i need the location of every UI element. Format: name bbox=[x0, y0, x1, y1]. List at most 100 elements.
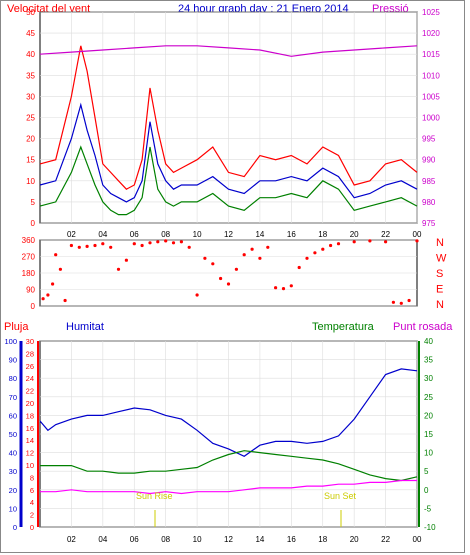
wind-direction-point bbox=[116, 267, 121, 271]
humidity-line bbox=[39, 368, 418, 457]
rain-tick-label: 6 bbox=[30, 486, 34, 495]
pressure-tick-label: 1025 bbox=[422, 8, 440, 17]
rain-tick-label: 12 bbox=[26, 449, 34, 458]
wind-direction-point bbox=[305, 256, 309, 260]
wind-direction-point bbox=[226, 282, 231, 286]
rain-tick-label: 4 bbox=[30, 498, 34, 507]
wind-direction-point bbox=[164, 239, 168, 243]
wind-direction-point bbox=[329, 243, 333, 248]
humidity-x-tick-label: 00 bbox=[413, 535, 422, 544]
wind-direction-point bbox=[69, 243, 73, 248]
rain-tick-label: 0 bbox=[30, 523, 34, 532]
wind-direction-point bbox=[54, 253, 58, 257]
wind-speed-tick-label: 40 bbox=[26, 50, 35, 59]
wind-direction-point bbox=[250, 247, 254, 251]
wind-x-tick-label: 14 bbox=[255, 230, 264, 239]
sunrise-label: Sun Rise bbox=[136, 491, 173, 501]
wind-direction-point bbox=[171, 241, 176, 245]
humidity-tick-label: 50 bbox=[9, 430, 17, 439]
temperature-tick-label: 30 bbox=[424, 374, 433, 383]
humidity-ticks: 0 10 20 30 40 50 60 70 80 90 100 bbox=[4, 337, 17, 532]
temperature-tick-label: 20 bbox=[424, 411, 433, 420]
wind-direction-point bbox=[58, 267, 63, 271]
humidity-x-tick-label: 10 bbox=[193, 535, 202, 544]
humidity-tick-label: 60 bbox=[9, 411, 17, 420]
dewpoint-line bbox=[40, 479, 417, 495]
wind-direction-point bbox=[51, 282, 55, 286]
wind-direction-point bbox=[63, 298, 67, 303]
pressure-tick-label: 975 bbox=[422, 219, 436, 228]
humidity-x-tick-label: 02 bbox=[67, 535, 76, 544]
direction-grid bbox=[40, 239, 417, 307]
humidity-tick-label: 10 bbox=[9, 504, 17, 513]
humidity-x-tick-label: 14 bbox=[255, 535, 264, 544]
rain-tick-label: 26 bbox=[26, 362, 34, 371]
sunset-label: Sun Set bbox=[324, 491, 357, 501]
temperature-tick-label: 25 bbox=[424, 393, 433, 402]
wind-speed-tick-label: 5 bbox=[31, 198, 36, 207]
wind-x-tick-label: 12 bbox=[224, 230, 233, 239]
wind-speed-tick-label: 20 bbox=[26, 135, 35, 144]
temperature-tick-label: 40 bbox=[424, 337, 433, 346]
humidity-tick-label: 100 bbox=[4, 337, 17, 346]
wind-direction-point bbox=[140, 243, 144, 248]
direction-degree-label: 180 bbox=[22, 269, 36, 278]
wind-speed-tick-label: 30 bbox=[26, 92, 35, 101]
temperature-tick-label: 10 bbox=[424, 449, 433, 458]
wind-speed-ticks: 0 5 10 15 20 25 30 35 40 45 50 bbox=[26, 8, 35, 228]
pressure-tick-label: 1005 bbox=[422, 92, 440, 101]
rain-tick-label: 30 bbox=[26, 337, 34, 346]
wind-x-tick-label: 06 bbox=[130, 230, 139, 239]
wind-speed-tick-label: 45 bbox=[26, 29, 35, 38]
wind-x-tick-label: 22 bbox=[381, 230, 390, 239]
temperature-axis-label: Temperatura bbox=[312, 321, 375, 333]
compass-letter: S bbox=[436, 268, 443, 280]
wind-direction-point bbox=[391, 300, 395, 304]
wind-direction-point bbox=[407, 298, 411, 303]
wind-direction-point bbox=[219, 276, 223, 281]
compass-letter: E bbox=[436, 284, 443, 296]
temperature-ticks: -10 -5 0 5 10 15 20 25 30 35 40 bbox=[424, 337, 436, 532]
compass-letter: N bbox=[436, 237, 444, 249]
wind-speed-tick-label: 0 bbox=[31, 219, 36, 228]
wind-direction-point bbox=[156, 240, 160, 244]
wind-x-tick-label: 00 bbox=[413, 230, 422, 239]
rain-tick-label: 24 bbox=[26, 374, 34, 383]
humidity-tick-label: 20 bbox=[9, 486, 17, 495]
wind-direction-point bbox=[124, 258, 128, 262]
wind-direction-point bbox=[368, 239, 372, 243]
wind-direction-point bbox=[46, 293, 50, 297]
temperature-tick-label: 15 bbox=[424, 430, 433, 439]
humidity-grid bbox=[40, 340, 418, 528]
wind-direction-point bbox=[399, 301, 403, 305]
wind-direction-point bbox=[336, 242, 341, 246]
wind-direction-point bbox=[258, 256, 262, 260]
direction-degree-label: 270 bbox=[22, 253, 36, 262]
humidity-x-ticks: 02 04 06 08 10 12 14 16 18 20 22 00 bbox=[67, 535, 422, 544]
wind_avg-line bbox=[39, 102, 418, 203]
humidity-axis-label: Humitat bbox=[66, 321, 104, 333]
pressure-tick-label: 980 bbox=[422, 198, 436, 207]
rain-tick-label: 18 bbox=[26, 411, 34, 420]
rain-tick-label: 22 bbox=[26, 387, 34, 396]
wind-direction-point bbox=[352, 240, 356, 244]
wind-direction-point bbox=[274, 286, 278, 290]
rain-axis-label: Pluja bbox=[4, 321, 29, 333]
wind-direction-point bbox=[289, 284, 293, 288]
rain-tick-label: 10 bbox=[26, 461, 34, 470]
humidity-series bbox=[39, 368, 418, 495]
wind-x-tick-label: 18 bbox=[318, 230, 327, 239]
dewpoint-axis-label: Punt rosada bbox=[393, 321, 453, 333]
temperature-tick-label: 5 bbox=[424, 467, 429, 476]
wind-speed-tick-label: 25 bbox=[26, 114, 35, 123]
wind-x-tick-label: 08 bbox=[161, 230, 170, 239]
wind-direction-point bbox=[281, 287, 286, 291]
direction-points bbox=[41, 239, 419, 305]
wind-x-tick-label: 02 bbox=[67, 230, 76, 239]
compass-letter: W bbox=[436, 253, 447, 265]
